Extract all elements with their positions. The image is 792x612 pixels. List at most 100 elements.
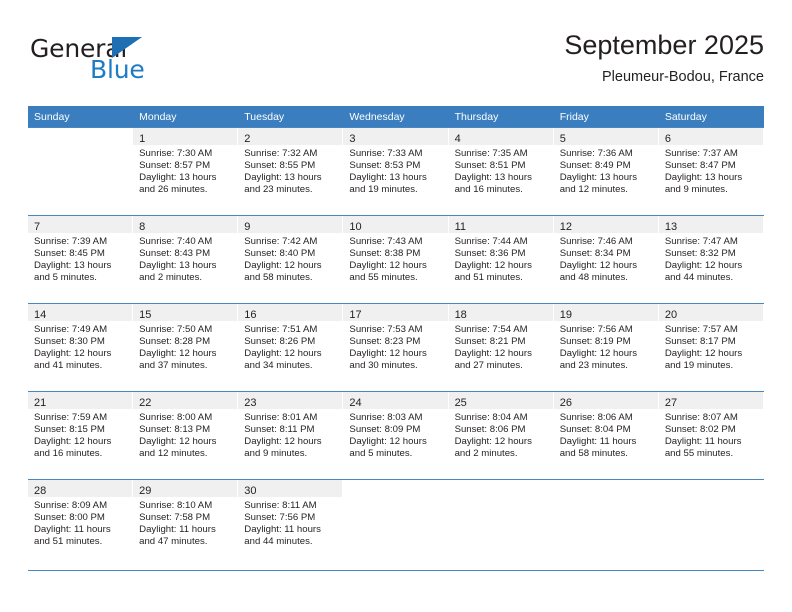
calendar-day-cell[interactable]: 16 Sunrise: 7:51 AM Sunset: 8:26 PM Dayligh… — [238, 303, 344, 391]
sunrise-line: Sunrise: 7:40 AM — [139, 236, 213, 247]
calendar-day-cell[interactable]: 22 Sunrise: 8:00 AM Sunset: 8:13 PM Dayligh… — [133, 391, 239, 479]
sunrise-line: Sunrise: 7:33 AM — [349, 148, 423, 159]
calendar-day-cell[interactable]: 14 Sunrise: 7:49 AM Sunset: 8:30 PM Dayligh… — [28, 303, 134, 391]
daylight-line-2: and 12 minutes. — [559, 183, 628, 195]
sunset-line: Sunset: 8:23 PM — [349, 335, 421, 347]
calendar-day-cell[interactable]: 17 Sunrise: 7:53 AM Sunset: 8:23 PM Dayligh… — [343, 303, 449, 391]
day-detail-block: Sunrise: 7:59 AM Sunset: 8:15 PM Daylight:… — [28, 409, 133, 460]
daylight-line-2: and 41 minutes. — [34, 359, 103, 371]
calendar-day-cell[interactable]: 15 Sunrise: 7:50 AM Sunset: 8:28 PM Dayligh… — [133, 303, 239, 391]
calendar-day-cell[interactable]: 1 Sunrise: 7:30 AM Sunset: 8:57 PM Daylight… — [133, 127, 239, 215]
sunrise-line: Sunrise: 7:43 AM — [349, 236, 423, 247]
daylight-line-2: and 48 minutes. — [559, 271, 628, 283]
day-number: 25 — [454, 397, 467, 409]
day-number-bar: 23 — [238, 392, 344, 409]
sunset-line: Sunset: 8:43 PM — [139, 247, 211, 259]
calendar-day-cell[interactable]: 10 Sunrise: 7:43 AM Sunset: 8:38 PM Dayligh… — [343, 215, 449, 303]
daylight-line-2: and 16 minutes. — [454, 183, 523, 195]
daylight-line-2: and 5 minutes. — [34, 271, 97, 283]
weekday-header-sunday: Sunday — [28, 106, 134, 127]
day-cell-inner: 17 Sunrise: 7:53 AM Sunset: 8:23 PM Dayligh… — [343, 303, 449, 391]
sunrise-line: Sunrise: 7:50 AM — [139, 324, 213, 335]
day-number: 18 — [454, 309, 467, 321]
calendar-day-cell[interactable]: 18 Sunrise: 7:54 AM Sunset: 8:21 PM Dayligh… — [448, 303, 554, 391]
day-cell-inner — [658, 479, 764, 567]
weekday-header-friday: Friday — [553, 106, 659, 127]
day-number: 5 — [559, 133, 566, 145]
calendar-day-cell[interactable]: 29 Sunrise: 8:10 AM Sunset: 7:58 PM Dayligh… — [133, 479, 239, 567]
sunset-line: Sunset: 7:56 PM — [244, 511, 316, 523]
daylight-line-1: Daylight: 13 hours — [139, 259, 217, 271]
sunrise-line: Sunrise: 7:57 AM — [664, 324, 738, 335]
day-cell-inner: 4 Sunrise: 7:35 AM Sunset: 8:51 PM Daylight… — [448, 127, 554, 215]
sunset-line: Sunset: 8:34 PM — [559, 247, 631, 259]
sunset-line: Sunset: 8:13 PM — [139, 423, 211, 435]
calendar-day-cell[interactable]: 5 Sunrise: 7:36 AM Sunset: 8:49 PM Daylight… — [553, 127, 659, 215]
sunrise-line: Sunrise: 8:09 AM — [34, 500, 108, 511]
day-number: 4 — [454, 133, 461, 145]
daylight-line-2: and 2 minutes. — [454, 447, 518, 459]
day-cell-inner: 13 Sunrise: 7:47 AM Sunset: 8:32 PM Dayligh… — [658, 215, 764, 303]
sunrise-line: Sunrise: 7:54 AM — [454, 324, 528, 335]
day-detail-block: Sunrise: 7:54 AM Sunset: 8:21 PM Daylight:… — [449, 321, 554, 372]
day-number-bar: 16 — [238, 304, 344, 321]
calendar-day-cell[interactable]: 25 Sunrise: 8:04 AM Sunset: 8:06 PM Dayligh… — [448, 391, 554, 479]
sunset-line: Sunset: 8:00 PM — [34, 511, 105, 523]
sunrise-line: Sunrise: 8:10 AM — [139, 500, 213, 511]
daylight-line-1: Daylight: 12 hours — [349, 347, 427, 359]
day-cell-inner: 29 Sunrise: 8:10 AM Sunset: 7:58 PM Dayligh… — [133, 479, 239, 567]
calendar-day-cell[interactable]: 23 Sunrise: 8:01 AM Sunset: 8:11 PM Dayligh… — [238, 391, 344, 479]
day-number-bar: 5 — [553, 128, 659, 145]
daylight-line-2: and 51 minutes. — [34, 535, 103, 547]
daylight-line-1: Daylight: 12 hours — [139, 347, 217, 359]
calendar-day-cell[interactable]: 12 Sunrise: 7:46 AM Sunset: 8:34 PM Dayligh… — [553, 215, 659, 303]
day-cell-inner: 6 Sunrise: 7:37 AM Sunset: 8:47 PM Daylight… — [658, 127, 764, 215]
calendar-day-cell[interactable]: 19 Sunrise: 7:56 AM Sunset: 8:19 PM Dayligh… — [553, 303, 659, 391]
calendar-day-cell[interactable]: 11 Sunrise: 7:44 AM Sunset: 8:36 PM Dayligh… — [448, 215, 554, 303]
calendar-day-cell[interactable]: 21 Sunrise: 7:59 AM Sunset: 8:15 PM Dayligh… — [28, 391, 134, 479]
sunrise-line: Sunrise: 8:01 AM — [244, 412, 318, 423]
day-cell-inner: 1 Sunrise: 7:30 AM Sunset: 8:57 PM Daylight… — [133, 127, 239, 215]
calendar-day-cell[interactable]: 2 Sunrise: 7:32 AM Sunset: 8:55 PM Daylight… — [238, 127, 344, 215]
calendar-day-cell[interactable]: 9 Sunrise: 7:42 AM Sunset: 8:40 PM Daylight… — [238, 215, 344, 303]
day-number-bar: 3 — [343, 128, 449, 145]
calendar-day-cell[interactable]: 3 Sunrise: 7:33 AM Sunset: 8:53 PM Daylight… — [343, 127, 449, 215]
sunset-line: Sunset: 8:11 PM — [244, 423, 315, 435]
calendar-day-cell[interactable]: 30 Sunrise: 8:11 AM Sunset: 7:56 PM Dayligh… — [238, 479, 344, 567]
calendar-day-cell[interactable]: 26 Sunrise: 8:06 AM Sunset: 8:04 PM Dayligh… — [553, 391, 659, 479]
daylight-line-1: Daylight: 11 hours — [34, 523, 111, 535]
day-cell-inner: 23 Sunrise: 8:01 AM Sunset: 8:11 PM Dayligh… — [238, 391, 344, 479]
day-number-bar: 14 — [28, 304, 134, 321]
calendar-day-cell[interactable]: 7 Sunrise: 7:39 AM Sunset: 8:45 PM Daylight… — [28, 215, 134, 303]
calendar-day-cell[interactable]: 24 Sunrise: 8:03 AM Sunset: 8:09 PM Dayligh… — [343, 391, 449, 479]
general-blue-logo[interactable]: General Blue — [28, 32, 258, 90]
day-cell-inner: 30 Sunrise: 8:11 AM Sunset: 7:56 PM Dayligh… — [238, 479, 344, 567]
day-number: 13 — [664, 221, 678, 233]
daylight-line-2: and 44 minutes. — [244, 535, 313, 547]
calendar-day-cell[interactable]: 28 Sunrise: 8:09 AM Sunset: 8:00 PM Dayligh… — [28, 479, 134, 567]
sunrise-line: Sunrise: 8:06 AM — [559, 412, 633, 423]
calendar-day-cell[interactable]: 4 Sunrise: 7:35 AM Sunset: 8:51 PM Daylight… — [448, 127, 554, 215]
sunrise-line: Sunrise: 7:36 AM — [559, 148, 633, 159]
daylight-line-1: Daylight: 13 hours — [349, 171, 427, 183]
sunset-line: Sunset: 8:26 PM — [244, 335, 316, 347]
day-detail-block: Sunrise: 8:00 AM Sunset: 8:13 PM Daylight:… — [133, 409, 238, 460]
calendar-day-cell[interactable]: 6 Sunrise: 7:37 AM Sunset: 8:47 PM Daylight… — [658, 127, 764, 215]
day-number-bar: 30 — [238, 480, 344, 497]
day-number: 16 — [244, 309, 257, 321]
daylight-line-1: Daylight: 12 hours — [244, 347, 322, 359]
day-number-bar: 20 — [658, 304, 764, 321]
calendar-day-cell[interactable]: 20 Sunrise: 7:57 AM Sunset: 8:17 PM Dayligh… — [658, 303, 764, 391]
day-number: 30 — [244, 485, 257, 497]
daylight-line-2: and 47 minutes. — [139, 535, 208, 547]
calendar-day-cell[interactable]: 27 Sunrise: 8:07 AM Sunset: 8:02 PM Dayligh… — [658, 391, 764, 479]
calendar-cell-empty — [448, 479, 554, 567]
daylight-line-2: and 37 minutes. — [139, 359, 208, 371]
calendar-day-cell[interactable]: 13 Sunrise: 7:47 AM Sunset: 8:32 PM Dayligh… — [658, 215, 764, 303]
daylight-line-2: and 2 minutes. — [139, 271, 203, 283]
calendar-day-cell[interactable]: 8 Sunrise: 7:40 AM Sunset: 8:43 PM Daylight… — [133, 215, 239, 303]
day-number-bar: 17 — [343, 304, 449, 321]
daylight-line-2: and 34 minutes. — [244, 359, 313, 371]
day-cell-inner: 7 Sunrise: 7:39 AM Sunset: 8:45 PM Daylight… — [28, 215, 134, 303]
day-number: 6 — [664, 133, 671, 145]
